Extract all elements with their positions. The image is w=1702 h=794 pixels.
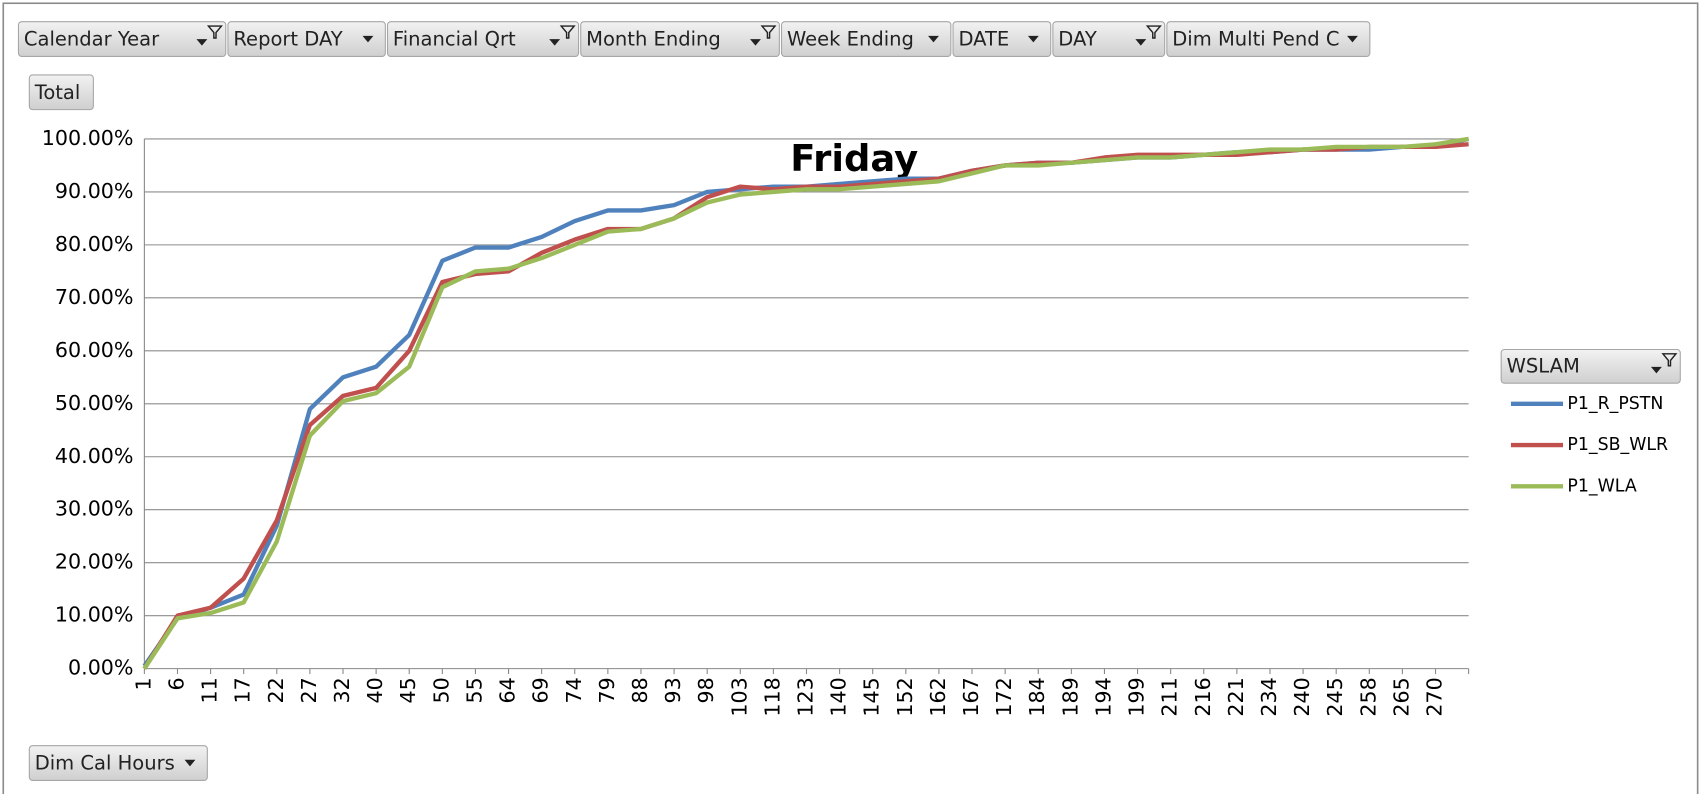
- filter-button[interactable]: [780, 21, 952, 57]
- y-tick-label: 30.00%: [55, 497, 134, 521]
- x-tick-label: 162: [926, 677, 950, 716]
- filter-icon: [206, 25, 223, 39]
- x-tick-label: 118: [760, 677, 784, 716]
- x-tick-label: 79: [595, 677, 619, 703]
- y-tick-label: 80.00%: [55, 232, 134, 256]
- x-tick-label: 240: [1290, 677, 1314, 716]
- x-tick-label: 6: [164, 677, 188, 690]
- filter-icon: [760, 25, 777, 39]
- filter-button[interactable]: [580, 21, 780, 57]
- x-tick-label: 258: [1356, 677, 1380, 716]
- dropdown-arrow: [1135, 39, 1147, 46]
- series-line: [142, 142, 1469, 670]
- filter-button-label: DAY: [1058, 28, 1097, 51]
- axis-button[interactable]: [28, 745, 208, 781]
- filter-icon: [1661, 353, 1678, 367]
- filter-button-label: Calendar Year: [24, 28, 160, 51]
- x-tick-label: 45: [396, 677, 420, 703]
- filter-button-label: Financial Qrt: [393, 28, 516, 51]
- y-tick-label: 60.00%: [55, 338, 134, 362]
- dropdown-arrow: [750, 39, 761, 46]
- filter-icon: [559, 25, 576, 39]
- filter-button[interactable]: [952, 21, 1052, 57]
- x-tick-label: 216: [1191, 677, 1215, 716]
- y-tick-label: 50.00%: [55, 391, 134, 415]
- dropdown-arrow: [1027, 35, 1039, 43]
- y-tick-label: 0.00%: [68, 656, 133, 680]
- x-tick-label: 55: [462, 677, 486, 703]
- filter-button-label: Week Ending: [787, 28, 914, 51]
- row-button[interactable]: [28, 74, 94, 111]
- legend-label: P1_SB_WLR: [1567, 435, 1668, 455]
- x-tick-label: 245: [1323, 677, 1347, 716]
- x-tick-label: 40: [363, 677, 387, 703]
- row-button-label: Total: [34, 81, 81, 104]
- x-tick-label: 123: [793, 677, 817, 716]
- x-tick-label: 221: [1224, 677, 1248, 716]
- y-tick-label: 90.00%: [55, 179, 134, 203]
- x-tick-label: 11: [198, 677, 222, 703]
- x-tick-label: 50: [429, 677, 453, 703]
- x-tick-label: 88: [628, 677, 652, 703]
- y-tick-label: 70.00%: [55, 285, 134, 309]
- x-tick-label: 22: [264, 677, 288, 703]
- dropdown-arrow: [362, 35, 374, 43]
- filter-button[interactable]: [1166, 21, 1371, 57]
- legend-label: P1_WLA: [1567, 476, 1636, 496]
- dropdown-arrow: [549, 39, 561, 46]
- dropdown-arrow: [196, 39, 208, 46]
- x-tick-label: 270: [1423, 677, 1447, 716]
- dropdown-arrow: [928, 35, 939, 43]
- x-tick-label: 93: [661, 677, 685, 703]
- series-line: [142, 136, 1469, 670]
- legend-button[interactable]: [1500, 348, 1681, 384]
- x-tick-label: 103: [727, 677, 751, 716]
- x-tick-label: 64: [496, 677, 520, 703]
- x-tick-label: 189: [1058, 677, 1082, 716]
- filter-button[interactable]: [227, 21, 386, 57]
- x-tick-label: 98: [694, 677, 718, 703]
- x-tick-label: 211: [1158, 677, 1182, 716]
- chart-title: Friday: [790, 137, 918, 180]
- x-tick-label: 1: [131, 677, 155, 690]
- dropdown-arrow: [1650, 366, 1662, 374]
- x-tick-label: 74: [562, 677, 586, 703]
- y-tick-label: 10.00%: [55, 603, 134, 627]
- x-tick-label: 32: [330, 677, 354, 703]
- y-tick-label: 100.00%: [42, 126, 134, 150]
- x-tick-label: 140: [827, 677, 851, 716]
- x-tick-label: 199: [1125, 677, 1149, 716]
- filter-icon: [1145, 25, 1162, 39]
- y-tick-label: 40.00%: [55, 444, 134, 468]
- x-tick-label: 167: [959, 677, 983, 716]
- legend-label: P1_R_PSTN: [1567, 394, 1663, 414]
- x-tick-label: 184: [1025, 677, 1049, 716]
- filter-button-label: Month Ending: [586, 28, 721, 51]
- x-tick-label: 17: [231, 677, 255, 703]
- filter-button[interactable]: [386, 21, 580, 57]
- filter-button[interactable]: [1052, 21, 1166, 57]
- filter-button-label: Report DAY: [233, 28, 342, 51]
- dropdown-arrow: [184, 759, 196, 767]
- x-tick-label: 234: [1257, 677, 1281, 716]
- y-tick-label: 20.00%: [55, 550, 134, 574]
- filter-button[interactable]: [17, 21, 227, 57]
- x-tick-label: 172: [992, 677, 1016, 716]
- dropdown-arrow: [1347, 35, 1358, 43]
- x-tick-label: 194: [1091, 677, 1115, 716]
- filter-button-label: Dim Multi Pend C: [1172, 28, 1339, 51]
- x-tick-label: 27: [297, 677, 321, 703]
- x-tick-label: 265: [1389, 677, 1413, 716]
- axis-button-label: Dim Cal Hours: [35, 752, 175, 775]
- legend-title: WSLAM: [1507, 354, 1580, 377]
- x-tick-label: 145: [860, 677, 884, 716]
- filter-button-label: DATE: [958, 28, 1009, 51]
- x-tick-label: 152: [893, 677, 917, 716]
- x-tick-label: 69: [529, 677, 553, 703]
